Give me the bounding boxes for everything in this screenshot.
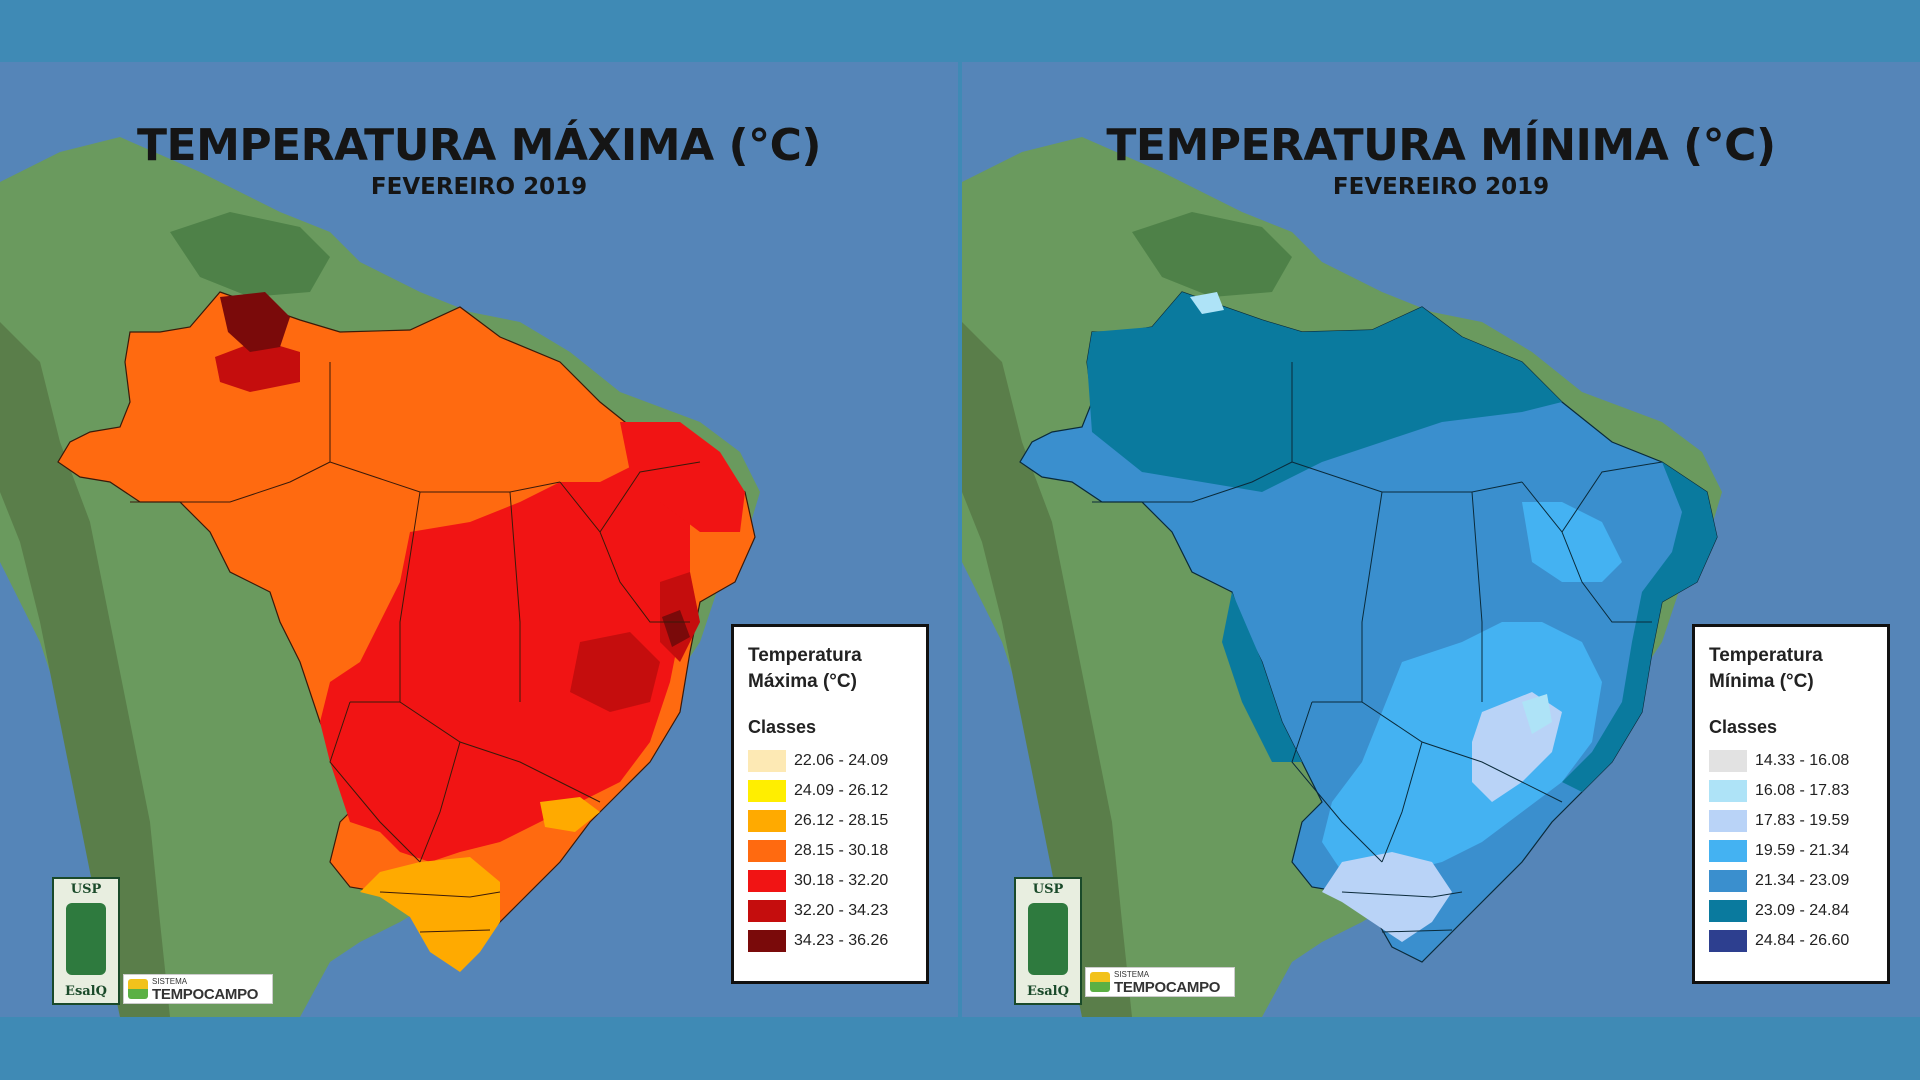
legend-row: 30.18 - 32.20 xyxy=(748,866,912,896)
tempocampo-name-text: TEMPOCAMPO xyxy=(1114,979,1221,996)
brazil-zone-23-24-west xyxy=(1222,592,1302,762)
legend-title: Temperatura Máxima (°C) xyxy=(748,645,862,692)
brazil-zone-19-21-ne xyxy=(1522,502,1622,582)
state-borders xyxy=(1092,362,1663,933)
legend-swatch xyxy=(1709,810,1747,832)
legend-swatch xyxy=(748,810,786,832)
legend-title: Temperatura Mínima (°C) xyxy=(1709,645,1823,692)
tempocampo-logo: SISTEMA TEMPOCAMPO xyxy=(1085,967,1235,997)
legend-row: 26.12 - 28.15 xyxy=(748,806,912,836)
brazil-zone-16-17-north xyxy=(1190,292,1224,314)
legend-range: 32.20 - 34.23 xyxy=(794,902,889,919)
legend-row: 32.20 - 34.23 xyxy=(748,896,912,926)
legend-range: 17.83 - 19.59 xyxy=(1755,812,1850,829)
legend-row: 17.83 - 19.59 xyxy=(1709,806,1873,836)
usp-esalq-logo: USP EsalQ xyxy=(52,877,120,1005)
legend-row: 21.34 - 23.09 xyxy=(1709,866,1873,896)
legend-row: 24.09 - 26.12 xyxy=(748,776,912,806)
legend-range: 30.18 - 32.20 xyxy=(794,872,889,889)
andes-relief xyxy=(962,322,1132,1017)
tempocampo-icon xyxy=(128,979,148,999)
esalq-logo-text: EsalQ xyxy=(65,984,107,999)
brazil-zone-16-17 xyxy=(1522,694,1552,734)
brazil-zone-19-21 xyxy=(1322,622,1602,882)
brazil-zone-26-28 xyxy=(360,857,500,972)
tempocampo-logo: SISTEMA TEMPOCAMPO xyxy=(123,974,273,1004)
tempocampo-sistema-text: SISTEMA xyxy=(1114,970,1150,979)
brazil-zone-26-28-se xyxy=(540,797,600,832)
esalq-emblem-icon xyxy=(1028,903,1068,975)
map-subtitle: FEVEREIRO 2019 xyxy=(1332,174,1550,200)
tempocampo-sistema-text: SISTEMA xyxy=(152,977,188,986)
map-title: TEMPERATURA MÍNIMA (°C) xyxy=(1106,120,1776,171)
legend-row: 24.84 - 26.60 xyxy=(1709,926,1873,956)
legend-range: 24.84 - 26.60 xyxy=(1755,932,1850,949)
usp-logo-text: USP xyxy=(70,882,102,897)
legend-row: 23.09 - 24.84 xyxy=(1709,896,1873,926)
brazil-zone-30-32 xyxy=(320,462,690,862)
legend-swatch xyxy=(1709,840,1747,862)
legend-range: 26.12 - 28.15 xyxy=(794,812,889,829)
map-min-temperature xyxy=(962,62,1920,1017)
legend-row: 19.59 - 21.34 xyxy=(1709,836,1873,866)
panel-max-temperature: TEMPERATURA MÁXIMA (°C) FEVEREIRO 2019 T… xyxy=(0,62,958,1017)
legend-min: Temperatura Mínima (°C) Classes 14.33 - … xyxy=(1692,624,1890,984)
legend-row: 14.33 - 16.08 xyxy=(1709,746,1873,776)
brazil-zone-34-36-east xyxy=(662,610,690,647)
legend-row: 34.23 - 36.26 xyxy=(748,926,912,956)
legend-swatch xyxy=(1709,930,1747,952)
legend-swatch xyxy=(748,750,786,772)
guiana-highlands xyxy=(1132,212,1292,297)
legend-swatch xyxy=(748,840,786,862)
andes-relief xyxy=(0,322,170,1017)
legend-swatch xyxy=(748,780,786,802)
panel-min-temperature: TEMPERATURA MÍNIMA (°C) FEVEREIRO 2019 T… xyxy=(962,62,1920,1017)
brazil-zone-32-34-north xyxy=(215,340,300,392)
legend-range: 28.15 - 30.18 xyxy=(794,842,889,859)
legend-classes-label: Classes xyxy=(748,717,817,737)
legend-range: 24.09 - 26.12 xyxy=(794,782,889,799)
legend-swatch xyxy=(748,900,786,922)
legend-classes-label: Classes xyxy=(1709,717,1778,737)
map-subtitle: FEVEREIRO 2019 xyxy=(370,174,588,200)
tempocampo-name-text: TEMPOCAMPO xyxy=(152,986,259,1003)
legend-swatch xyxy=(1709,780,1747,802)
esalq-logo-text: EsalQ xyxy=(1027,984,1069,999)
legend-swatch xyxy=(1709,900,1747,922)
legend-swatch xyxy=(1709,750,1747,772)
brazil-zone-23-24-north xyxy=(1087,292,1562,492)
map-max-temperature xyxy=(0,62,958,1017)
guiana-highlands xyxy=(170,212,330,297)
legend-range: 19.59 - 21.34 xyxy=(1755,842,1850,859)
state-borders xyxy=(130,362,701,933)
brazil-zone-23-24-coast xyxy=(1562,462,1717,792)
legend-range: 16.08 - 17.83 xyxy=(1755,782,1850,799)
legend-row: 22.06 - 24.09 xyxy=(748,746,912,776)
legend-range: 22.06 - 24.09 xyxy=(794,752,889,769)
esalq-emblem-icon xyxy=(66,903,106,975)
brazil-zone-32-34 xyxy=(570,632,660,712)
map-title: TEMPERATURA MÁXIMA (°C) xyxy=(137,120,821,171)
legend-swatch xyxy=(1709,870,1747,892)
tempocampo-icon xyxy=(1090,972,1110,992)
legend-range: 21.34 - 23.09 xyxy=(1755,872,1850,889)
legend-row: 28.15 - 30.18 xyxy=(748,836,912,866)
brazil-zone-17-19 xyxy=(1322,852,1452,942)
usp-esalq-logo: USP EsalQ xyxy=(1014,877,1082,1005)
legend-row: 16.08 - 17.83 xyxy=(1709,776,1873,806)
brazil-zone-34-36 xyxy=(220,292,290,352)
legend-swatch xyxy=(748,870,786,892)
legend-range: 34.23 - 36.26 xyxy=(794,932,889,949)
legend-swatch xyxy=(748,930,786,952)
legend-range: 23.09 - 24.84 xyxy=(1755,902,1850,919)
usp-logo-text: USP xyxy=(1032,882,1064,897)
legend-max: Temperatura Máxima (°C) Classes 22.06 - … xyxy=(731,624,929,984)
legend-range: 14.33 - 16.08 xyxy=(1755,752,1850,769)
brazil-zone-30-32-north xyxy=(620,422,745,532)
